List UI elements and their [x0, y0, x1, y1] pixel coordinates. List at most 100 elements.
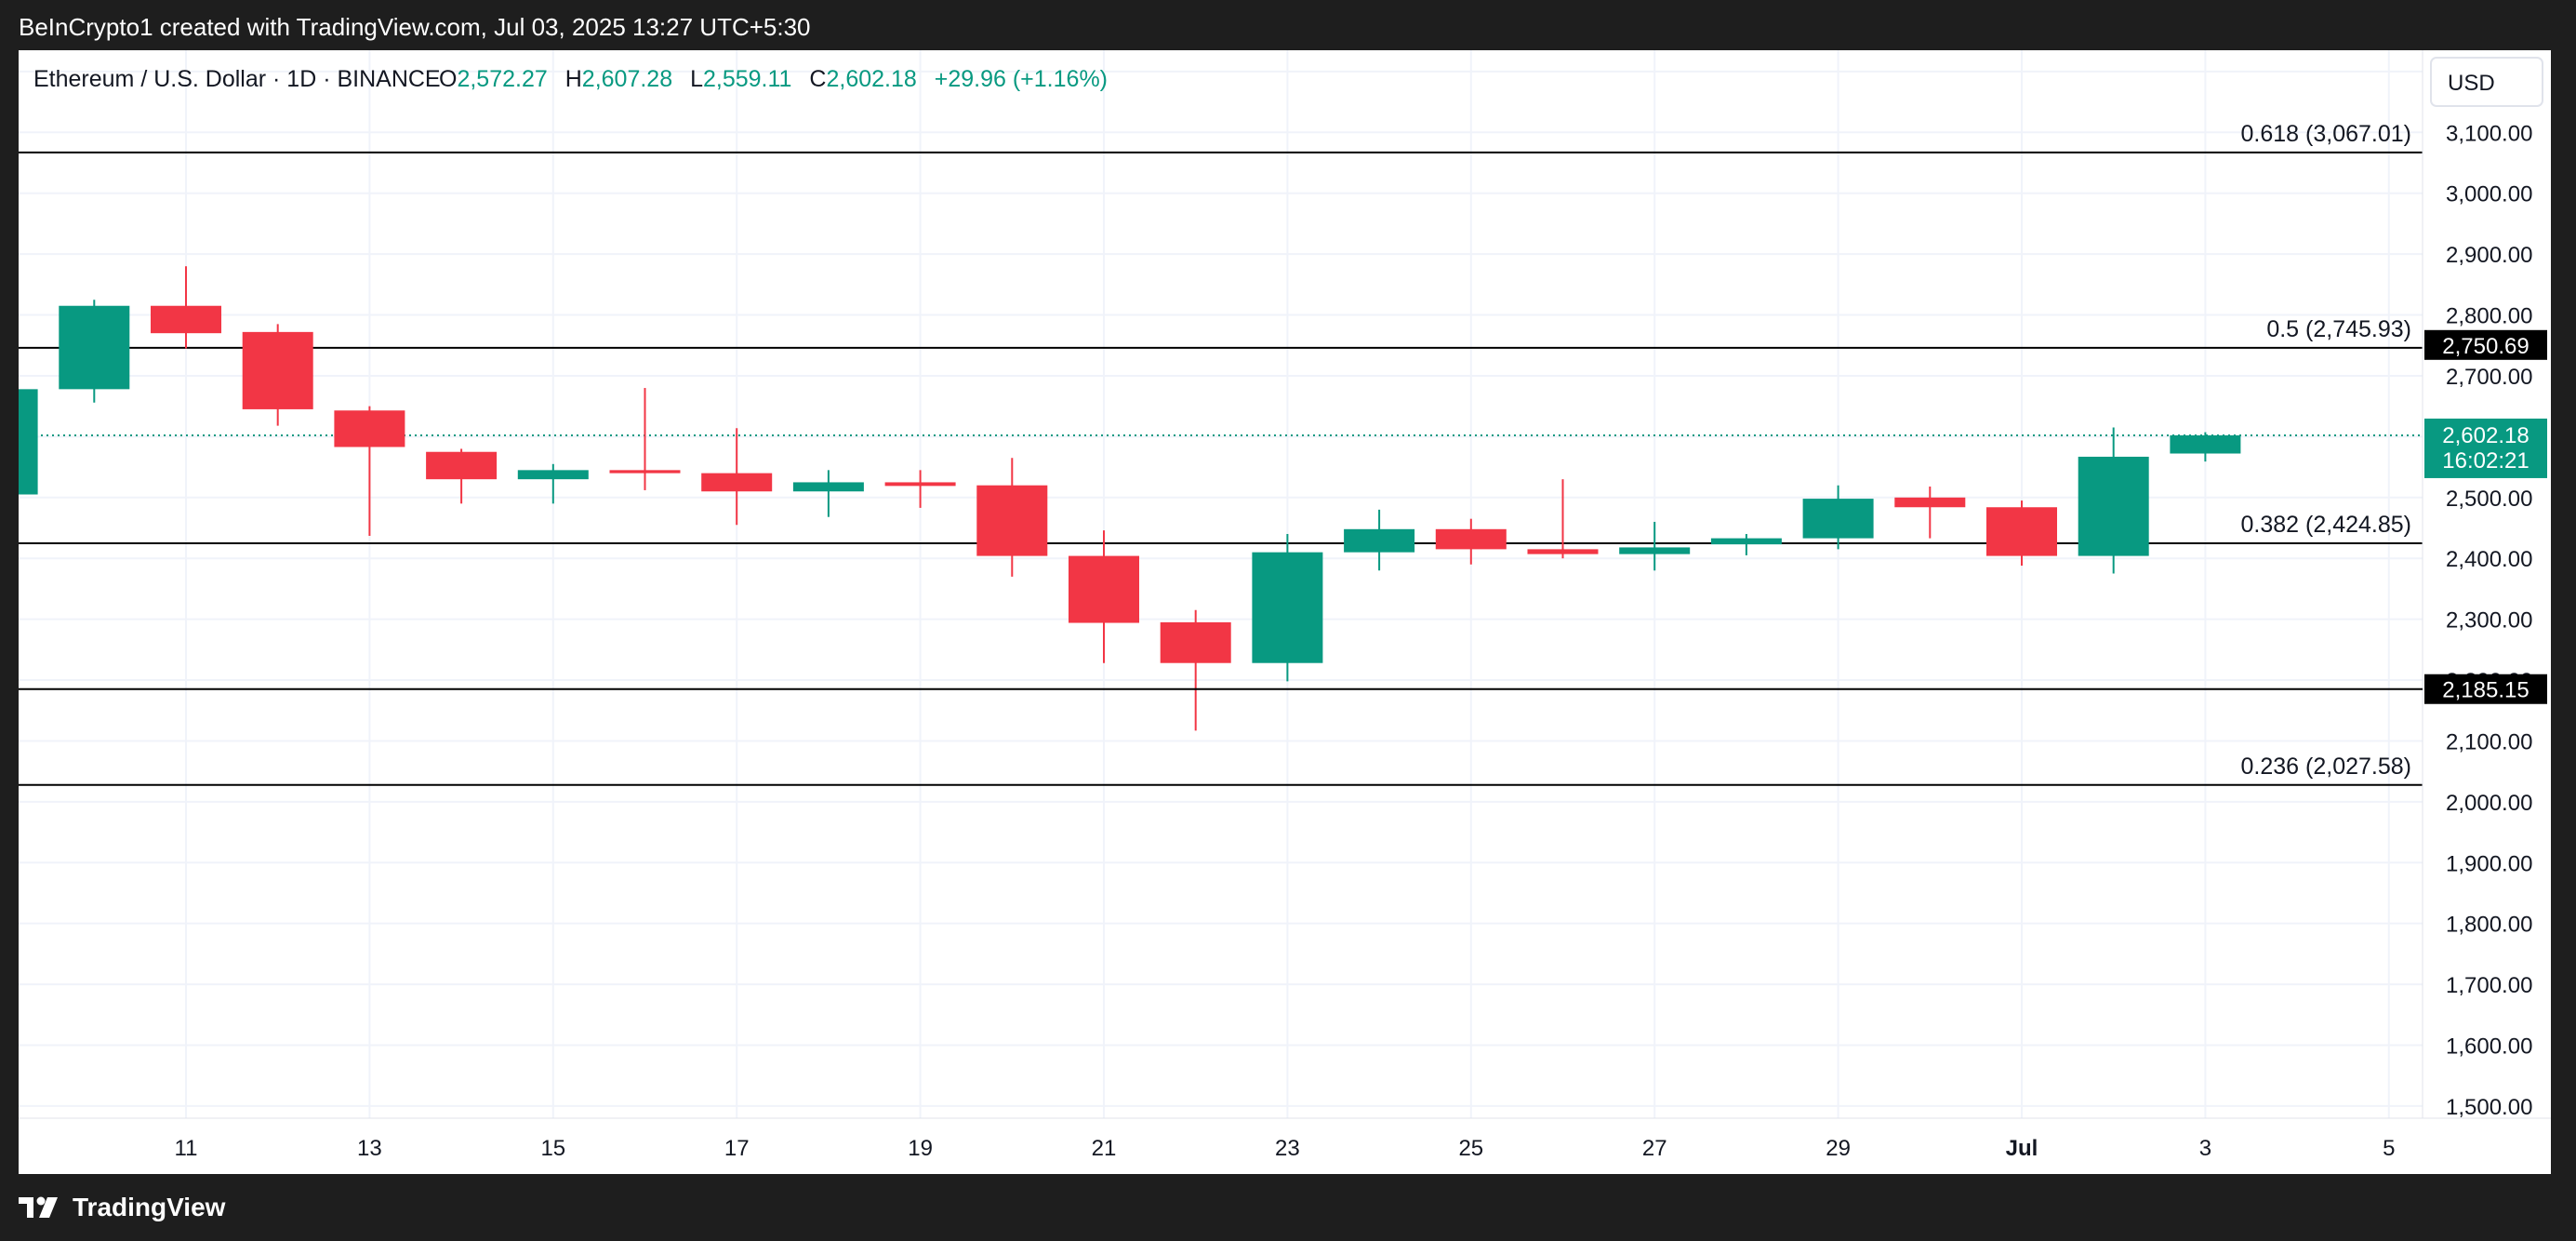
candle [242, 324, 313, 426]
candle-body [1252, 552, 1323, 663]
candle-body [1527, 549, 1599, 554]
y-tick-label: 3,000.00 [2446, 182, 2532, 207]
x-tick-label: Jul [2006, 1136, 2038, 1161]
y-tick-label: 1,900.00 [2446, 851, 2532, 876]
candle-body [59, 305, 130, 390]
candle [1435, 518, 1507, 565]
candle [59, 300, 130, 403]
fib-level-label: 0.618 (3,067.01) [2241, 121, 2411, 147]
legend: Ethereum / U.S. Dollar · 1D · BINANCE O2… [33, 66, 1108, 92]
y-tick-label: 2,000.00 [2446, 791, 2532, 816]
y-tick-label: 1,800.00 [2446, 913, 2532, 938]
candle-body [792, 482, 864, 492]
price-marker-label: 2,185.15 [2442, 678, 2529, 703]
y-tick-label: 2,400.00 [2446, 547, 2532, 572]
candles [0, 266, 2241, 731]
candle [1986, 500, 2057, 567]
candle [1802, 485, 1874, 550]
footer-bar: TradingView [0, 1174, 2576, 1241]
currency-button[interactable]: USD [2430, 57, 2543, 107]
candle-body [0, 389, 38, 495]
legend-l-label: L [690, 66, 703, 92]
fib-levels: 0.618 (3,067.01) 0.5 (2,745.93) 0.382 (2,4… [19, 121, 2423, 786]
price-axis[interactable]: 1,500.00 1,600.00 1,700.00 1,800.00 1,900.00… [2422, 50, 2532, 1120]
legend-h-value: 2,607.28 [582, 66, 672, 92]
candle [701, 428, 773, 526]
candle-body [334, 410, 405, 447]
price-marker-box [2424, 329, 2547, 360]
candle [1527, 479, 1599, 559]
current-price-label: 2,602.18 [2442, 423, 2529, 448]
legend-o-label: O [439, 66, 457, 92]
candle-body [2170, 434, 2241, 454]
candle [609, 388, 681, 490]
candle [1160, 609, 1231, 731]
chart-panel[interactable]: 0.618 (3,067.01) 0.5 (2,745.93) 0.382 (2,4… [0, 50, 2551, 1174]
y-tick-label: 2,900.00 [2446, 243, 2532, 268]
legend-o-value: 2,572.27 [457, 66, 547, 92]
y-tick-label: 3,100.00 [2446, 121, 2532, 146]
time-axis[interactable]: 11 13 15 17 19 21 23 25 27 29 Jul 3 5 [19, 1117, 2551, 1161]
candle-body [1344, 528, 1415, 553]
candle [1069, 530, 1139, 663]
candle-body [701, 473, 773, 492]
legend-values: O2,572.27 H2,607.28 L2,559.11 C2,602.18 … [439, 66, 1108, 92]
legend-change: +29.96 (+1.16%) [935, 66, 1108, 92]
y-tick-label: 2,700.00 [2446, 365, 2532, 390]
countdown-label: 16:02:21 [2442, 448, 2529, 474]
x-tick-label: 21 [1092, 1136, 1117, 1161]
candle [1710, 534, 1782, 555]
y-tick-label: 2,500.00 [2446, 487, 2532, 512]
x-tick-label: 19 [908, 1136, 933, 1161]
tradingview-brand-text: TradingView [73, 1193, 226, 1221]
candle-body [1435, 528, 1507, 550]
fib-level-label: 0.236 (2,027.58) [2241, 754, 2411, 780]
candle-body [976, 485, 1048, 556]
legend-c-label: C [809, 66, 826, 92]
candle-body [1619, 547, 1691, 554]
candle-body [426, 451, 498, 480]
candle [2170, 432, 2241, 462]
candle-body [1894, 497, 1966, 508]
x-tick-label: 17 [724, 1136, 750, 1161]
price-chart[interactable]: 0.618 (3,067.01) 0.5 (2,745.93) 0.382 (2,4… [0, 50, 2551, 1174]
current-price-box [2424, 418, 2547, 478]
candle-body [1160, 621, 1231, 663]
candle [334, 406, 405, 536]
candle-body [242, 331, 313, 409]
x-tick-label: 13 [357, 1136, 382, 1161]
x-tick-label: 29 [1826, 1136, 1851, 1161]
price-marker-box [2424, 674, 2547, 704]
currency-button-label: USD [2448, 71, 2495, 96]
x-tick-label: 15 [540, 1136, 565, 1161]
candle-body [609, 470, 681, 474]
x-tick-label: 5 [2383, 1136, 2395, 1161]
candle [426, 448, 498, 504]
attribution-text: BeInCrypto1 created with TradingView.com… [19, 13, 811, 41]
legend-symbol: Ethereum / U.S. Dollar · 1D · BINANCE [33, 66, 441, 92]
y-tick-label: 1,700.00 [2446, 973, 2532, 998]
tradingview-brand[interactable]: TradingView [19, 1193, 225, 1222]
candle [517, 463, 589, 504]
candle [1619, 521, 1691, 571]
y-tick-label: 2,800.00 [2446, 304, 2532, 329]
tradingview-logo-icon [19, 1196, 58, 1218]
grid-lines [19, 50, 2423, 1118]
candle [1894, 487, 1966, 539]
x-tick-label: 3 [2199, 1136, 2211, 1161]
fib-level-label: 0.5 (2,745.93) [2266, 316, 2411, 342]
candle-body [884, 482, 956, 487]
attribution-bar: BeInCrypto1 created with TradingView.com… [0, 0, 2576, 50]
candle-body [151, 305, 221, 334]
x-tick-label: 25 [1458, 1136, 1483, 1161]
x-tick-label: 27 [1642, 1136, 1667, 1161]
price-marker-label: 2,750.69 [2442, 334, 2529, 359]
candle-body [1986, 507, 2057, 556]
legend-l-value: 2,559.11 [703, 66, 791, 92]
candle-body [1710, 538, 1782, 545]
candle-body [1069, 555, 1139, 623]
candle [151, 266, 221, 349]
candle-body [2078, 456, 2149, 556]
candle [2078, 427, 2149, 574]
